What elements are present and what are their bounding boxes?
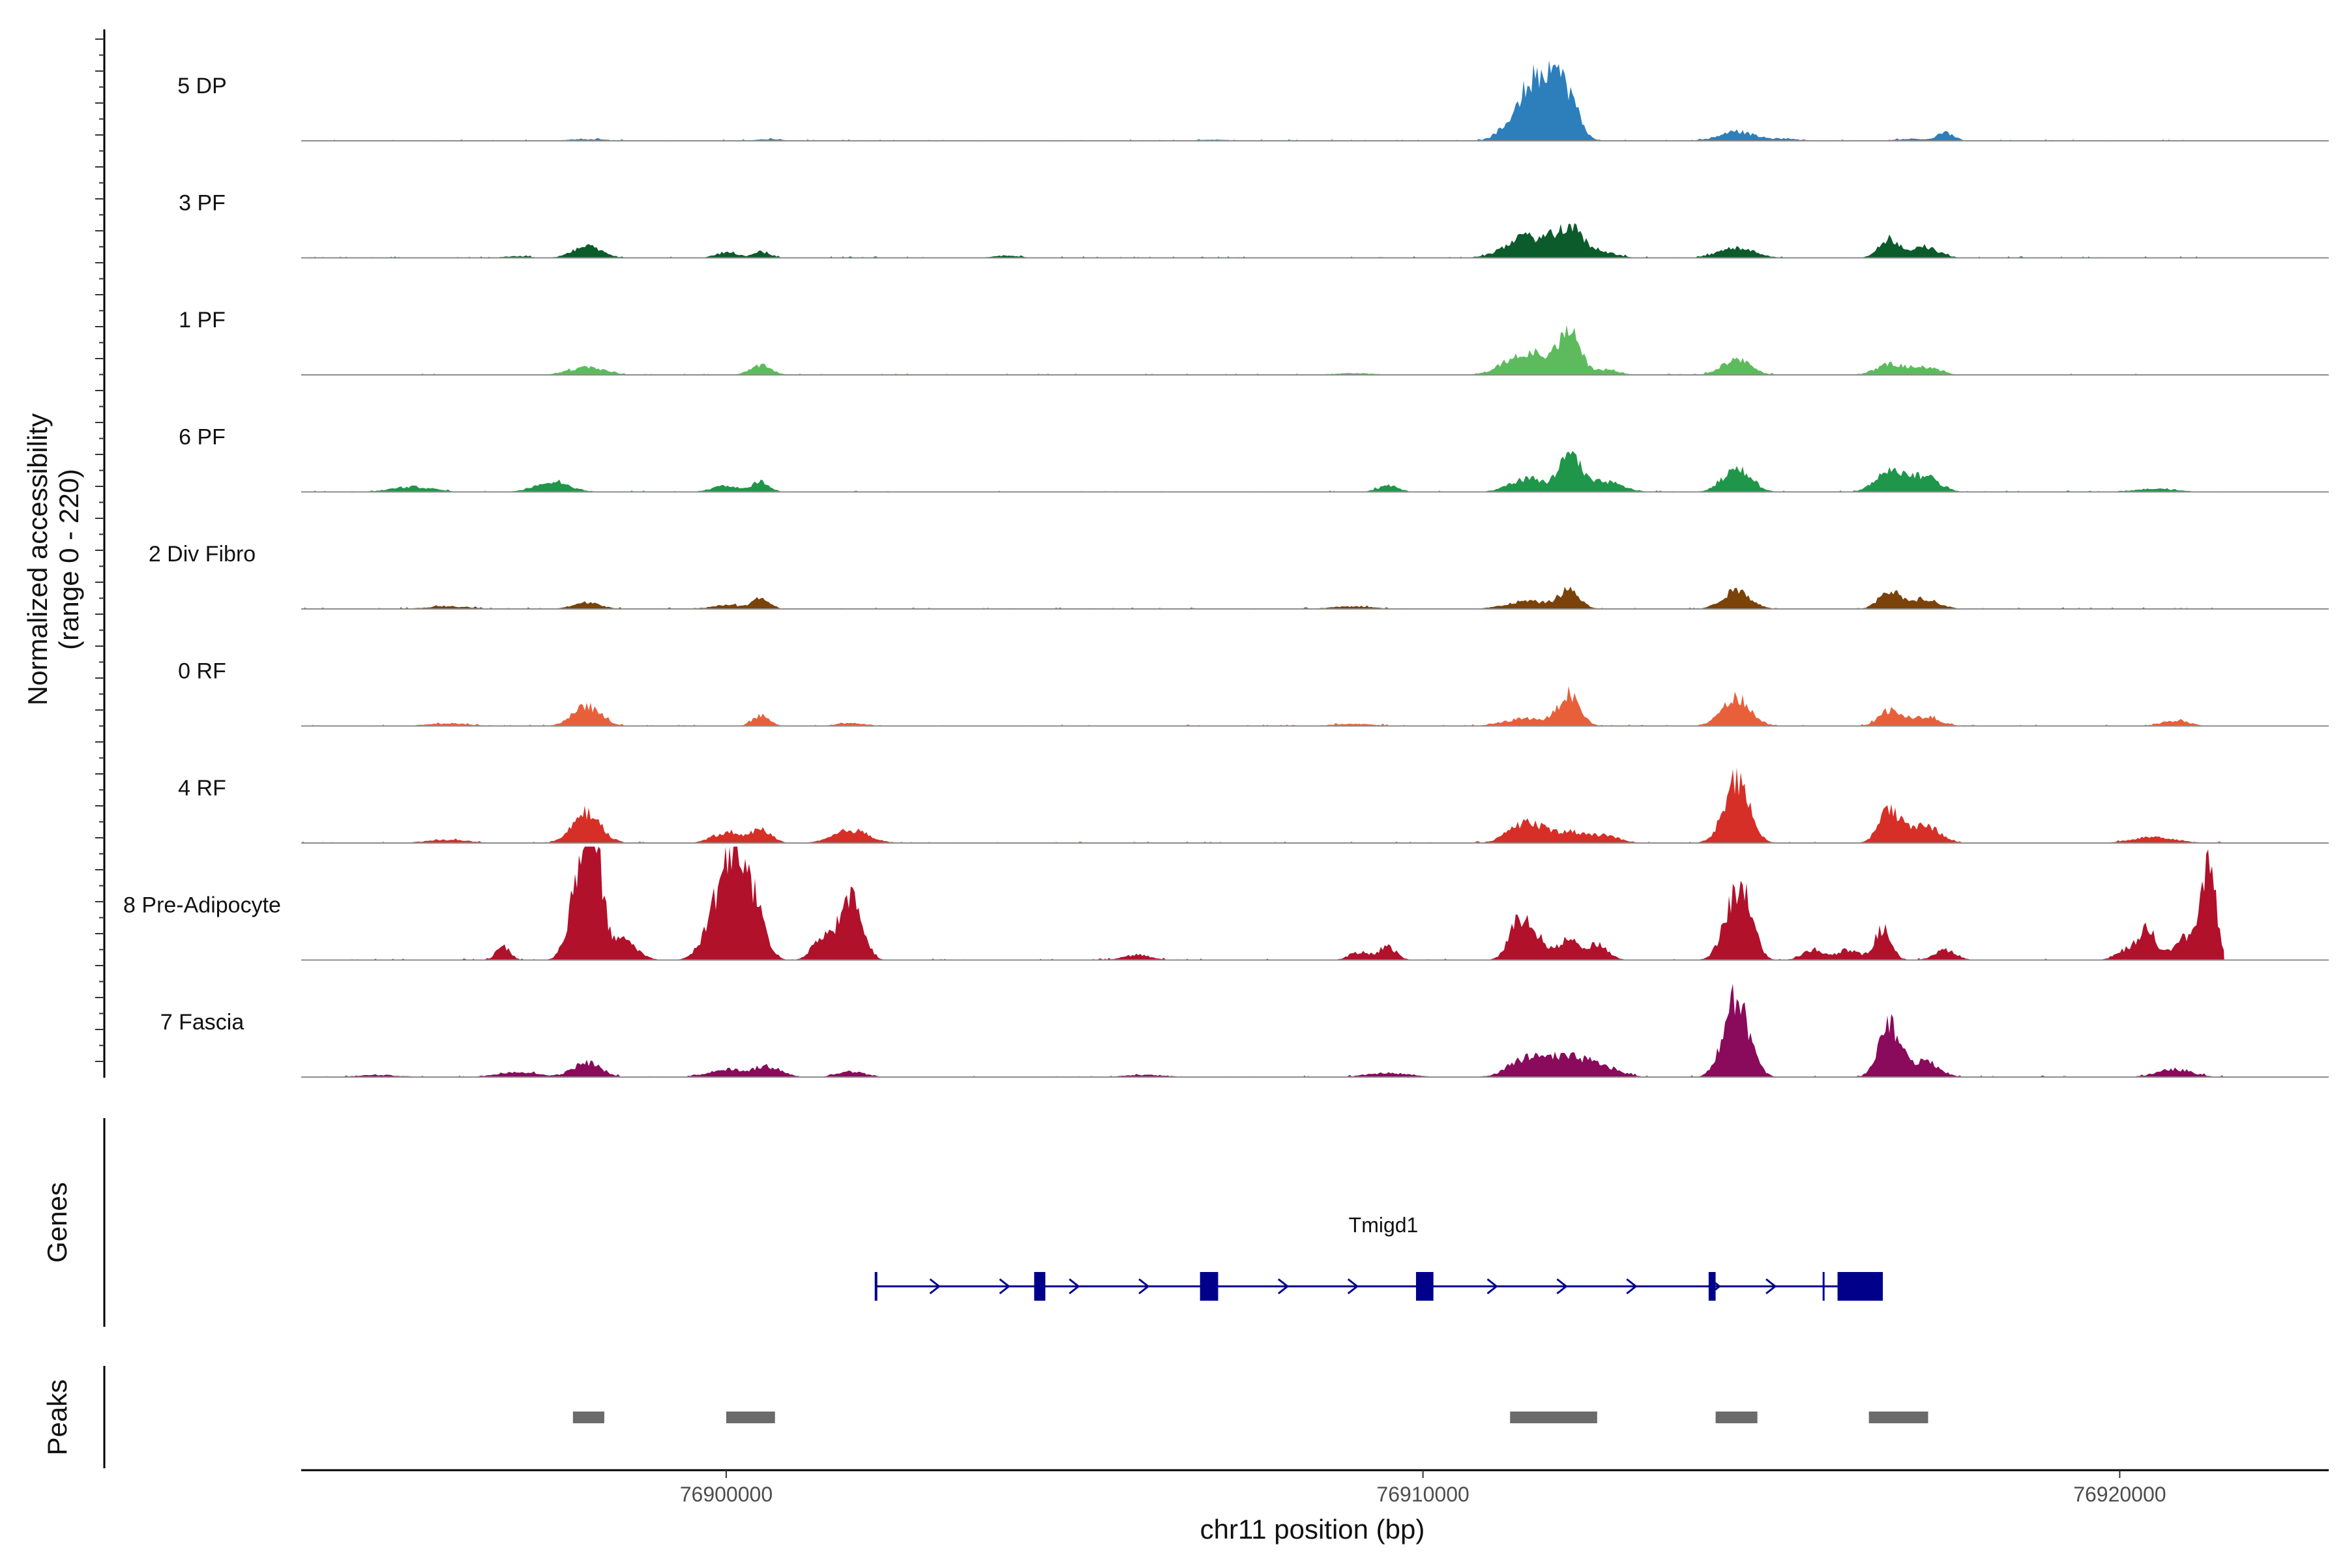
track-2-div-fibro: 2 Div Fibro <box>149 542 2329 610</box>
strand-arrow <box>1709 1278 1721 1295</box>
strand-arrow <box>1277 1278 1290 1295</box>
peaks-panel-title: Peaks <box>42 1380 72 1456</box>
peak-region <box>1715 1412 1758 1423</box>
track-5-dp: 5 DP <box>177 60 2329 141</box>
track-label: 4 RF <box>178 776 226 801</box>
y-axis-title-line2: (range 0 - 220) <box>53 469 84 650</box>
x-tick-label: 76900000 <box>680 1483 773 1506</box>
coverage-area <box>301 325 2224 375</box>
track-label: 0 RF <box>178 659 226 684</box>
x-tick-label: 76920000 <box>2073 1483 2166 1506</box>
coverage-area <box>301 686 2224 726</box>
coverage-area <box>301 846 2224 960</box>
strand-arrow <box>1486 1278 1498 1295</box>
track-7-fascia: 7 Fascia <box>160 983 2329 1078</box>
track-label: 2 Div Fibro <box>149 542 256 567</box>
y-axis-title-line1: Normalized accessibility <box>22 413 53 705</box>
gene-exon <box>1415 1272 1434 1301</box>
x-tick-label: 76910000 <box>1376 1483 1469 1506</box>
coverage-area <box>301 451 2224 492</box>
gene-track <box>874 1272 1883 1301</box>
strand-arrow <box>929 1278 941 1295</box>
peak-region <box>1510 1412 1597 1423</box>
gene-exon <box>1708 1272 1716 1301</box>
track-1-pf: 1 PF <box>179 308 2329 376</box>
peak-region <box>572 1412 604 1423</box>
coverage-area <box>301 586 2224 609</box>
coverage-area <box>301 60 2224 141</box>
coverage-area <box>301 983 2224 1077</box>
track-8-pre-adipocyte: 8 Pre-Adipocyte <box>123 846 2329 961</box>
track-label: 1 PF <box>179 308 226 333</box>
peaks-track <box>572 1412 1928 1423</box>
axes: 76900000 76910000 76920000 <box>95 29 2329 1506</box>
strand-arrow <box>1556 1278 1568 1295</box>
gene-exon <box>1034 1272 1046 1301</box>
track-4-rf: 4 RF <box>178 767 2329 844</box>
strand-arrow <box>1626 1278 1638 1295</box>
coverage-area <box>301 767 2224 843</box>
peak-region <box>726 1412 775 1423</box>
coverage-tracks: 5 DP 3 PF 1 PF 6 PF 2 Div Fibro 0 RF 4 RF 8 Pre… <box>123 60 2329 1078</box>
track-6-pf: 6 PF <box>179 425 2329 493</box>
strand-arrow <box>1138 1278 1150 1295</box>
genes-panel-title: Genes <box>42 1182 72 1263</box>
track-3-pf: 3 PF <box>179 191 2329 259</box>
track-label: 3 PF <box>179 191 226 216</box>
strand-arrow <box>1347 1278 1359 1295</box>
track-0-rf: 0 RF <box>178 659 2329 727</box>
strand-arrow <box>1069 1278 1080 1295</box>
gene-exon <box>1200 1272 1218 1301</box>
strand-arrow <box>1765 1278 1777 1295</box>
gene-exon <box>1837 1272 1883 1301</box>
peak-region <box>1868 1412 1928 1423</box>
track-label: 5 DP <box>177 74 227 98</box>
track-label: 8 Pre-Adipocyte <box>123 893 281 918</box>
gene-name-label: Tmigd1 <box>1349 1213 1419 1237</box>
strand-arrow <box>999 1278 1011 1295</box>
x-axis-title: chr11 position (bp) <box>1200 1514 1425 1545</box>
track-label: 6 PF <box>179 425 226 450</box>
track-label: 7 Fascia <box>160 1010 244 1035</box>
coverage-area <box>301 223 2224 258</box>
